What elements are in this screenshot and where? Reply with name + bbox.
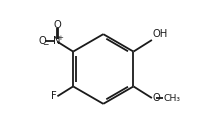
- Text: N: N: [53, 36, 61, 47]
- Text: −: −: [42, 41, 48, 50]
- Text: CH₃: CH₃: [164, 94, 181, 103]
- Text: O: O: [39, 36, 46, 47]
- Text: OH: OH: [153, 29, 168, 39]
- Text: O: O: [153, 93, 160, 103]
- Text: F: F: [51, 91, 57, 101]
- Text: O: O: [53, 20, 61, 30]
- Text: +: +: [57, 35, 63, 41]
